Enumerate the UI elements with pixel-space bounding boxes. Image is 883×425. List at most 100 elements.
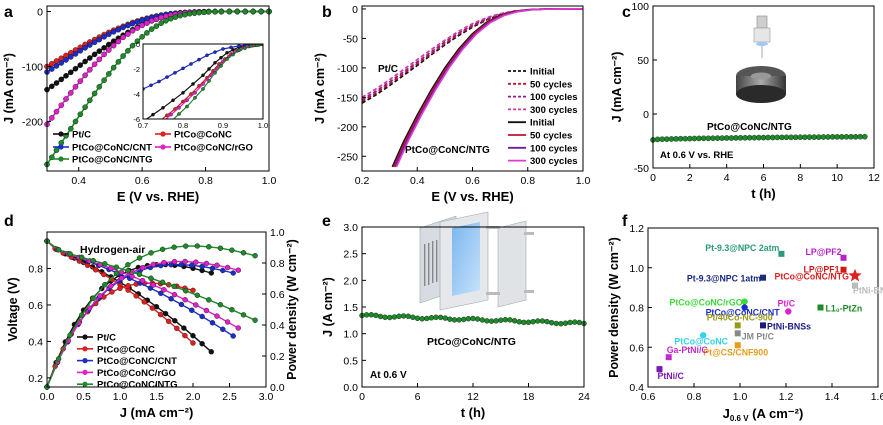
data-point-a-0 (106, 41, 112, 48)
scatter-point-f (741, 298, 748, 305)
data-point-a-4 (212, 9, 218, 15)
data-point-e (562, 320, 569, 326)
panel-f: f 0.6 0.8 1.0 1.2 1.4 1.60.40.60.81.01.2J0.6 … (607, 213, 883, 423)
data-point-e (507, 317, 513, 323)
legend-label-d: Pt/C (97, 333, 116, 344)
d-ytick-label: 0.6 (28, 300, 43, 312)
power-point-1 (109, 289, 115, 295)
b-ytick-label: 0 (352, 4, 358, 16)
data-point-e (493, 318, 499, 324)
d-ylabel: Voltage (V) (6, 277, 20, 341)
polarization-point-0 (208, 349, 215, 355)
scatter-label-f: Pt-9.3@NPC 1atm (687, 274, 761, 284)
a-xtick-label: 0.6 (135, 175, 150, 187)
data-point-e (377, 313, 384, 320)
data-point-a-2 (82, 45, 88, 51)
d-ylabel-right: Power density (W cm⁻²) (285, 239, 299, 380)
a-ytick-label: -200 (22, 117, 43, 129)
scatter-label-f: PtNi/C (658, 371, 685, 381)
data-point-a-2 (91, 39, 98, 46)
c-ylabel: J (mA cm⁻²) (610, 52, 624, 123)
data-point-e (447, 316, 453, 322)
d-xtick-label: 0.0 (40, 391, 55, 403)
polarization-point-4 (159, 279, 166, 285)
data-point-a-4 (205, 9, 212, 15)
inset-point-2 (173, 71, 177, 75)
data-point-a-0 (63, 73, 69, 79)
d-xtick-label: 0.5 (76, 391, 91, 403)
d-xlabel: J (mA cm⁻²) (120, 405, 194, 420)
data-point-e (428, 315, 435, 321)
scatter-point-f (778, 250, 785, 257)
scatter-point-f (734, 342, 741, 349)
data-point-a-4 (129, 42, 136, 49)
data-point-a-4 (120, 53, 126, 59)
data-point-a-0 (82, 58, 88, 65)
data-point-e (576, 319, 583, 326)
legend-label-b: 100 cycles (530, 143, 578, 154)
polarization-point-1 (174, 325, 180, 332)
data-point-a-3 (125, 31, 131, 37)
data-point-a-3 (129, 27, 136, 34)
data-point-a-4 (153, 23, 160, 29)
a-xtick-label: 0.4 (71, 175, 86, 187)
polarization-point-4 (113, 264, 120, 270)
polarization-point-4 (90, 257, 96, 264)
inset-point-4 (219, 64, 223, 68)
data-point-a-3 (158, 14, 164, 21)
e-ylabel: J (A cm⁻²) (321, 277, 335, 337)
polarization-point-3 (161, 287, 167, 293)
data-point-e (419, 316, 425, 322)
data-point-a-4 (53, 147, 60, 153)
data-point-a-4 (106, 71, 112, 77)
data-point-e (461, 316, 467, 323)
data-point-a-2 (120, 24, 126, 31)
inset-point-2 (221, 47, 225, 51)
polarization-point-4 (206, 297, 212, 303)
inset-xtick-label: 0.9 (218, 121, 228, 130)
data-point-a-4 (201, 9, 207, 16)
legend-label-b: Initial (530, 67, 555, 78)
data-point-a-4 (158, 20, 164, 26)
data-point-a-3 (77, 78, 84, 84)
data-point-a-4 (182, 11, 188, 18)
polarization-point-1 (133, 293, 139, 299)
legend-marker-a (160, 131, 166, 137)
e-xlabel: t (h) (461, 405, 486, 420)
inset-point-0 (181, 91, 185, 95)
data-point-a-3 (115, 38, 122, 45)
power-point-4 (252, 252, 258, 259)
d-xtick-label: 3.0 (259, 391, 274, 403)
data-point-a-2 (110, 28, 117, 35)
panel-label-d: d (4, 213, 14, 230)
scatter-point-f (734, 330, 741, 337)
data-point-a-3 (134, 25, 141, 31)
fuel-cell-illustration (419, 211, 534, 311)
scatter-label-f: LP@PF1 (804, 265, 840, 275)
polarization-point-2 (158, 290, 164, 296)
a-xtick-label: 0.8 (198, 175, 213, 187)
scatter-label-f: Pt@CS/CNF900 (703, 347, 768, 357)
panel-a: a 0.4 0.6 0.8 1.0 0 -100 -200 E (V vs. RHE) J (m… (2, 4, 276, 204)
scatter-label-f: PtNi-BNSs (767, 321, 811, 331)
annotation-d-hydrogen-air: Hydrogen-air (80, 244, 145, 256)
d-ytick-right-label: 0.2 (270, 351, 285, 363)
data-point-a-2 (139, 17, 145, 24)
inset-point-4 (185, 104, 189, 109)
inset-point-4 (237, 48, 241, 53)
polarization-point-1 (182, 332, 188, 339)
polarization-point-3 (203, 307, 210, 314)
power-point-2 (209, 265, 216, 271)
data-point-a-4 (101, 77, 107, 83)
inset-point-4 (177, 112, 181, 116)
inset-point-4 (207, 79, 211, 83)
power-point-3 (150, 261, 157, 268)
power-point-4 (125, 262, 131, 268)
b-ytick-label: -50 (343, 33, 358, 45)
power-point-3 (193, 259, 199, 265)
e-xtick-label: 0 (359, 391, 365, 403)
inset-point-4 (193, 96, 197, 100)
inset-point-1 (181, 99, 185, 104)
data-point-e (498, 317, 504, 323)
